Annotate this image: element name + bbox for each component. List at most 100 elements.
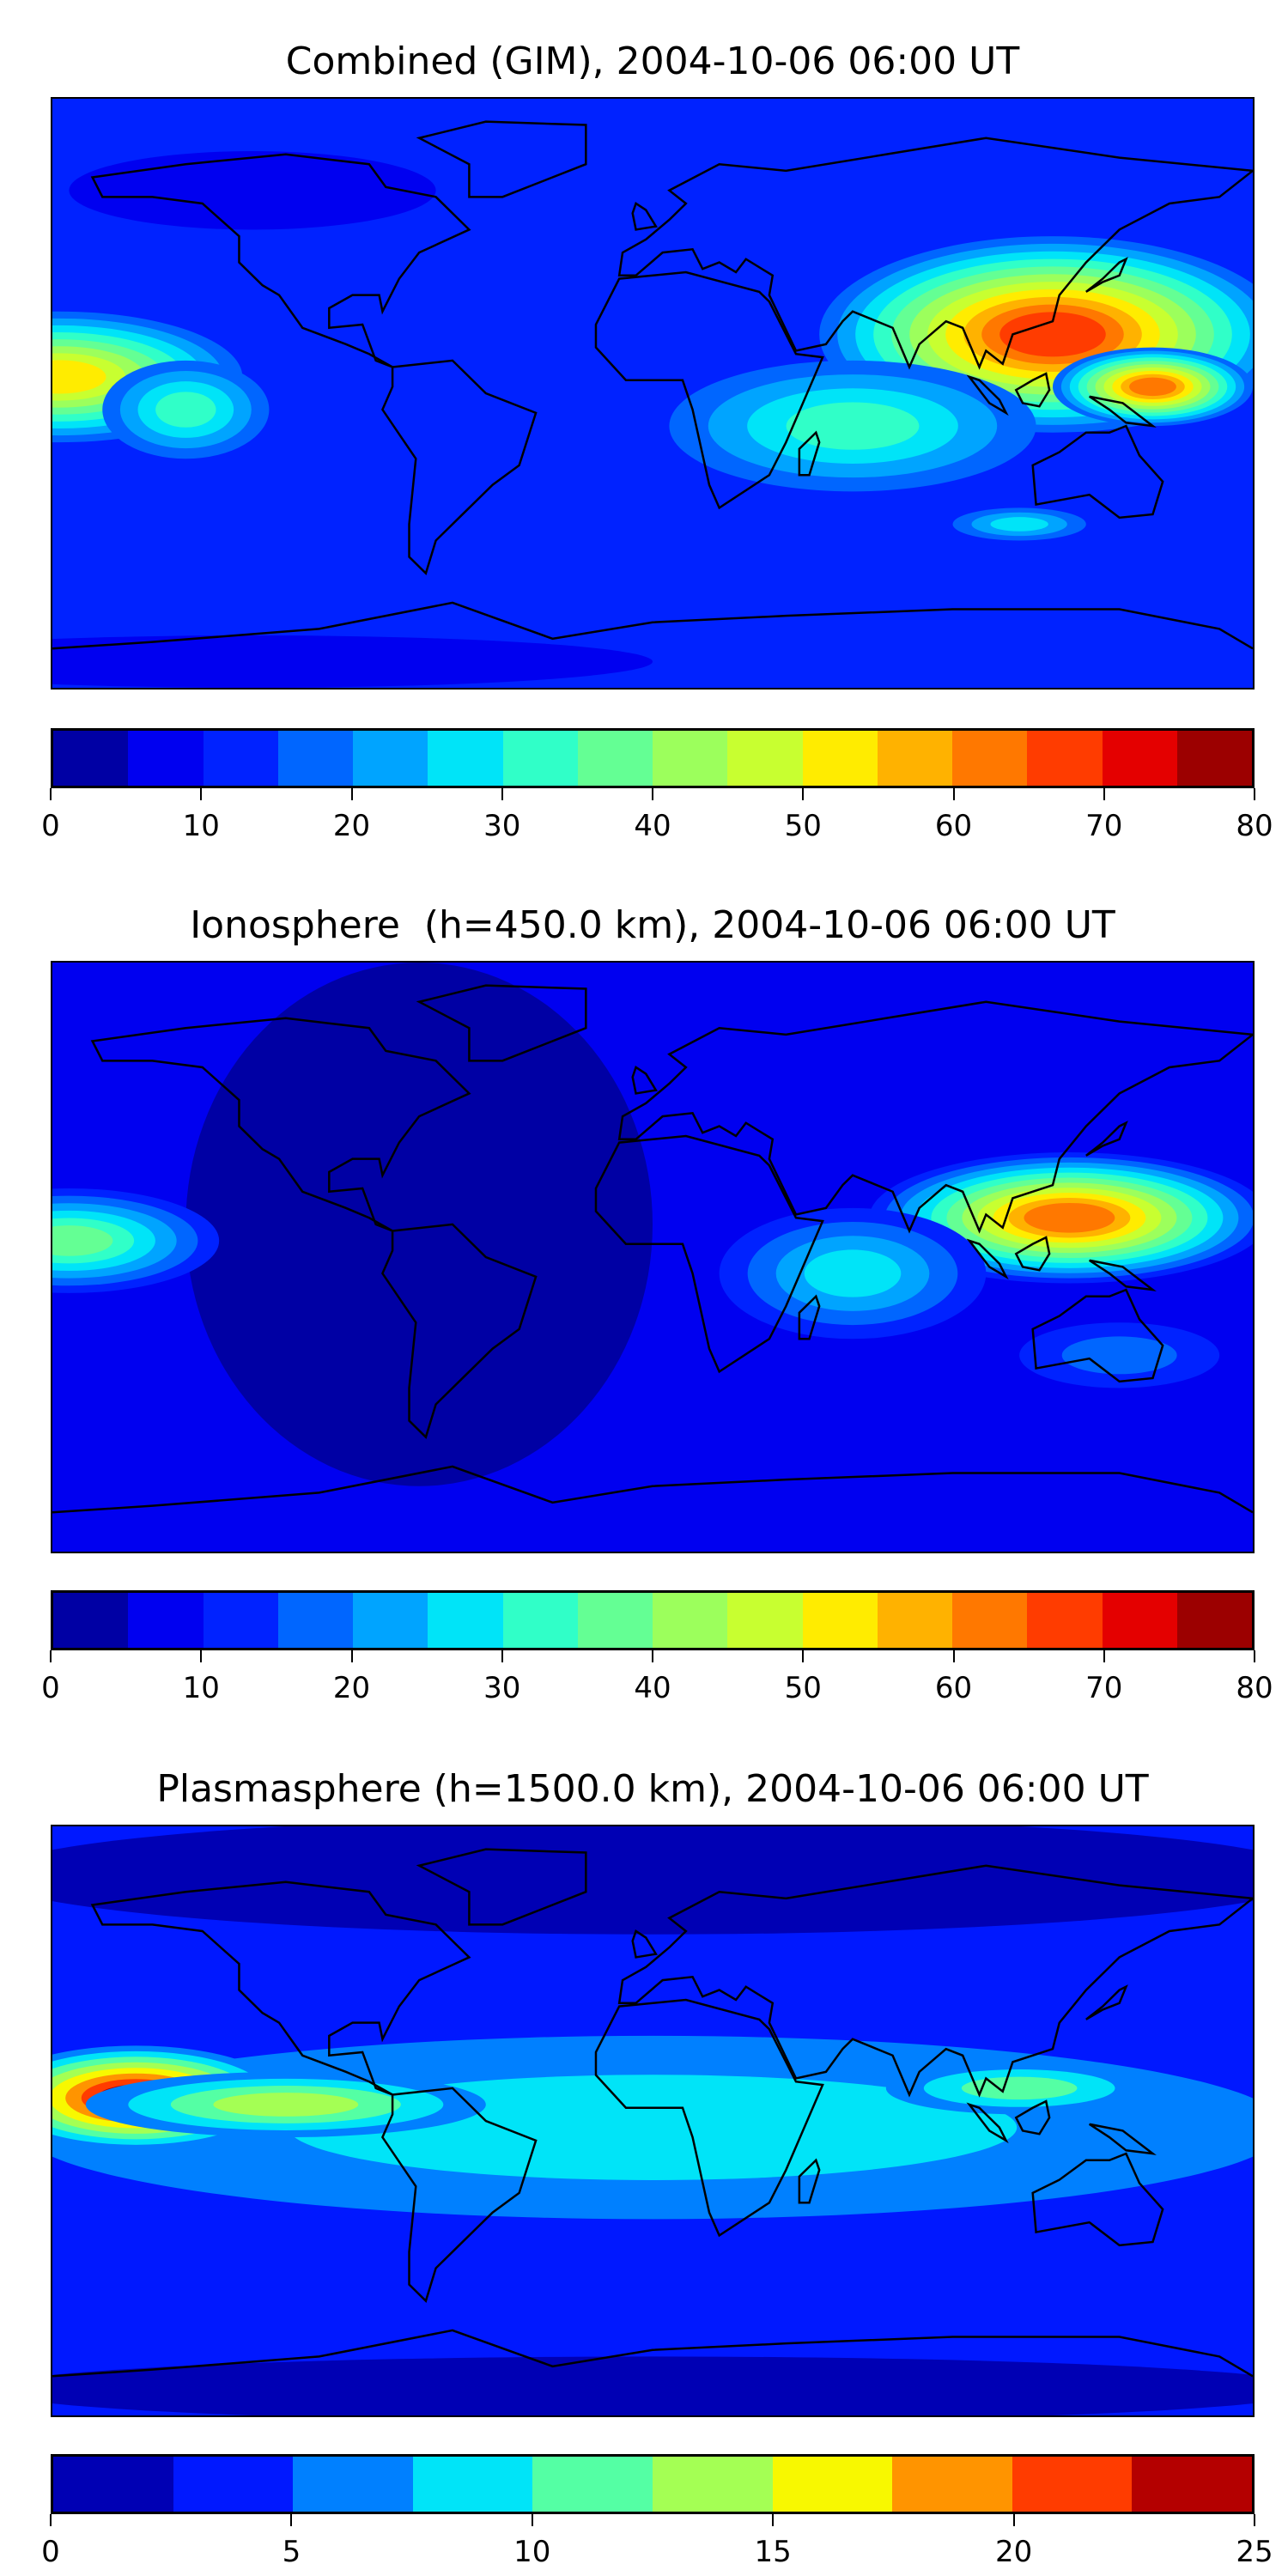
colorbar-tick — [802, 1650, 805, 1662]
map-plasmasphere — [51, 1825, 1255, 2417]
colorbar-segment — [1102, 731, 1177, 786]
colorbar-segment — [577, 1593, 653, 1648]
contour-level — [804, 1249, 902, 1297]
colorbar-segment — [877, 1593, 952, 1648]
colorbar-segment — [502, 1593, 578, 1648]
coastline-antarctica — [52, 1467, 1253, 1512]
contour-level — [213, 2093, 359, 2117]
coastline-south-america — [382, 1224, 536, 1437]
colorbar-tick-label: 0 — [41, 809, 60, 843]
coastline-eurasia — [619, 1866, 1253, 2095]
colorbar-segment — [53, 1593, 129, 1648]
colorbar-segment — [128, 731, 204, 786]
colorbar-segment — [1027, 731, 1103, 786]
contour-level — [1061, 1336, 1177, 1375]
colorbar-tick-label: 20 — [332, 809, 371, 843]
contour-level — [185, 963, 653, 1486]
contour-level — [155, 392, 216, 428]
colorbar-tick-label: 10 — [182, 1671, 220, 1705]
contour-level — [52, 1225, 113, 1256]
colorbar-tick — [952, 1650, 955, 1662]
colorbar-segment — [1012, 2457, 1133, 2512]
coastline-uk — [633, 1067, 656, 1093]
colorbar-segment — [53, 731, 129, 786]
contour-level — [1129, 377, 1176, 397]
coastline-antarctica — [52, 603, 1253, 648]
colorbar-segment — [802, 731, 878, 786]
colorbar-tick-label: 20 — [994, 2535, 1033, 2569]
colorbar-tick — [652, 1650, 653, 1662]
colorbar-plasmasphere — [51, 2454, 1255, 2514]
coastline-africa — [596, 272, 823, 507]
colorbar-combined — [51, 728, 1255, 788]
coastline-sumatra — [969, 377, 1006, 413]
colorbar-tick-label: 50 — [784, 1671, 822, 1705]
colorbar-segment — [428, 1593, 503, 1648]
colorbar-segment — [277, 1593, 353, 1648]
colorbar-ionosphere — [51, 1590, 1255, 1650]
colorbar-tick-label: 70 — [1085, 809, 1123, 843]
colorbar-segment — [952, 731, 1028, 786]
colorbar-segment — [1176, 731, 1252, 786]
colorbar-segment — [502, 731, 578, 786]
colorbar-segment — [952, 1593, 1028, 1648]
map-combined — [51, 97, 1255, 690]
coastline-uk — [633, 1931, 656, 1957]
coastline-australia — [1033, 2154, 1163, 2245]
contour-level — [52, 635, 653, 688]
colorbar-tick-label: 50 — [784, 809, 822, 843]
colorbar-tick-label: 10 — [513, 2535, 551, 2569]
coastline-north-america — [93, 1882, 470, 2095]
colorbar-ticks-ionosphere: 0 10 20 30 40 50 60 70 80 — [41, 1650, 1273, 1710]
coastline-sumatra — [969, 2105, 1006, 2141]
colorbar-segment — [1102, 1593, 1177, 1648]
colorbar-tick-label: 70 — [1085, 1671, 1123, 1705]
coastline-greenland — [419, 122, 586, 197]
coastline-uk — [633, 204, 656, 229]
coastline-sumatra — [969, 1241, 1006, 1277]
colorbar-segment — [653, 1593, 728, 1648]
coastline-greenland — [419, 1850, 586, 1925]
colorbar-segment — [173, 2457, 294, 2512]
colorbar-segment — [772, 2457, 893, 2512]
colorbar-segment — [293, 2457, 413, 2512]
colorbar-tick-label: 20 — [332, 1671, 371, 1705]
contour-level — [52, 1826, 1253, 1935]
colorbar-tick-label: 30 — [483, 1671, 521, 1705]
colorbar-segment — [577, 731, 653, 786]
colorbar-segment — [428, 731, 503, 786]
contour-level — [69, 150, 436, 230]
coastline-eurasia — [619, 1002, 1253, 1231]
colorbar-tick — [50, 2514, 52, 2526]
coastline-new-guinea — [1090, 1261, 1153, 1290]
colorbar-segment — [653, 731, 728, 786]
colorbar-tick — [652, 788, 653, 800]
coastline-africa — [596, 1136, 823, 1371]
colorbar-segment — [53, 2457, 173, 2512]
coastline-borneo — [1016, 374, 1049, 406]
colorbar-segment — [277, 731, 353, 786]
colorbar-tick — [50, 788, 52, 800]
contour-level — [52, 2356, 1253, 2415]
contour-level — [786, 402, 920, 450]
coastline-australia — [1033, 1290, 1163, 1382]
colorbar-tick — [1012, 2514, 1015, 2526]
colorbar-segment — [727, 731, 803, 786]
colorbar-segment — [128, 1593, 204, 1648]
coastline-greenland — [419, 986, 586, 1061]
map-title-combined: Combined (GIM), 2004-10-06 06:00 UT — [285, 39, 1020, 83]
colorbar-segment — [203, 1593, 278, 1648]
colorbar-tick-label: 0 — [41, 2535, 60, 2569]
colorbar-tick-label: 60 — [934, 1671, 973, 1705]
coastline-madagascar — [799, 2160, 819, 2203]
colorbar-segment — [727, 1593, 803, 1648]
colorbar-tick — [772, 2514, 775, 2526]
colorbar-segment — [353, 731, 428, 786]
colorbar-tick — [531, 2514, 533, 2526]
colorbar-tick-label: 80 — [1236, 809, 1273, 843]
colorbar-tick — [200, 1650, 203, 1662]
colorbar-segment — [353, 1593, 428, 1648]
colorbar-tick-label: 0 — [41, 1671, 60, 1705]
colorbar-tick — [501, 1650, 503, 1662]
colorbar-tick — [1103, 1650, 1105, 1662]
